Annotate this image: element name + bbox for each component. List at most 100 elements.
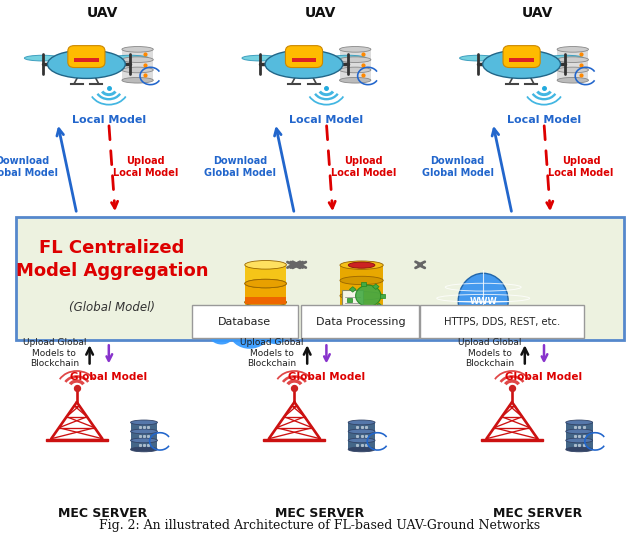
Ellipse shape (244, 261, 287, 269)
Bar (131, 431, 157, 440)
Ellipse shape (340, 261, 383, 269)
Bar (131, 440, 157, 449)
Ellipse shape (340, 67, 371, 73)
FancyBboxPatch shape (420, 305, 584, 338)
Bar (348, 297, 352, 302)
Bar (244, 265, 287, 284)
Text: Local Model: Local Model (507, 115, 581, 125)
Text: UAV: UAV (304, 6, 336, 20)
Bar (131, 423, 157, 431)
Text: Download
Global Model: Download Global Model (422, 156, 493, 178)
Bar (353, 306, 359, 311)
Ellipse shape (340, 276, 383, 285)
Text: MEC SERVER: MEC SERVER (493, 507, 582, 520)
Ellipse shape (47, 50, 125, 79)
Ellipse shape (340, 322, 383, 331)
Bar (340, 311, 383, 326)
Bar (348, 440, 375, 449)
Ellipse shape (483, 50, 561, 79)
Ellipse shape (557, 67, 588, 73)
Text: (Global Model): (Global Model) (69, 301, 155, 314)
Bar (74, 58, 99, 62)
Text: Local Model: Local Model (72, 115, 146, 125)
FancyBboxPatch shape (285, 45, 323, 67)
Bar (566, 423, 593, 431)
Bar (481, 439, 543, 441)
Ellipse shape (340, 78, 371, 83)
Bar (122, 49, 154, 60)
Bar (348, 431, 375, 440)
Bar (509, 58, 534, 62)
Ellipse shape (244, 317, 287, 325)
Text: Upload Global
Models to
Blockchain: Upload Global Models to Blockchain (458, 338, 522, 368)
Bar (566, 440, 593, 449)
Bar (348, 423, 375, 431)
Ellipse shape (131, 438, 157, 443)
Bar (122, 70, 154, 80)
Ellipse shape (557, 78, 588, 83)
Ellipse shape (122, 67, 154, 73)
Ellipse shape (340, 307, 383, 315)
Bar (46, 439, 108, 441)
Bar (566, 431, 593, 440)
Text: FL Centralized
Model Aggregation: FL Centralized Model Aggregation (16, 239, 208, 280)
Circle shape (237, 308, 262, 330)
Bar (557, 70, 589, 80)
Ellipse shape (566, 447, 593, 452)
Ellipse shape (24, 55, 61, 61)
Ellipse shape (557, 47, 588, 52)
Bar (557, 60, 589, 70)
Ellipse shape (122, 47, 154, 52)
Text: Global Model: Global Model (70, 372, 147, 382)
Text: HTTPS, DDS, REST, etc.: HTTPS, DDS, REST, etc. (444, 317, 560, 326)
FancyBboxPatch shape (342, 290, 363, 318)
Circle shape (229, 315, 270, 349)
Text: MEC SERVER: MEC SERVER (275, 507, 365, 520)
Ellipse shape (244, 298, 287, 307)
Ellipse shape (547, 55, 584, 61)
Text: Database: Database (218, 317, 271, 326)
Ellipse shape (348, 447, 375, 452)
Ellipse shape (131, 420, 157, 425)
Ellipse shape (242, 55, 278, 61)
Text: UAV: UAV (522, 6, 554, 20)
Ellipse shape (131, 447, 157, 452)
Text: Upload
Local Model: Upload Local Model (548, 156, 614, 178)
Ellipse shape (566, 429, 593, 434)
Ellipse shape (348, 420, 375, 425)
Text: Fig. 2: An illustrated Architecture of FL-based UAV-Ground Networks: Fig. 2: An illustrated Architecture of F… (99, 519, 541, 532)
Text: WWW: WWW (469, 296, 497, 305)
FancyBboxPatch shape (192, 305, 298, 338)
Bar (244, 297, 287, 304)
FancyBboxPatch shape (68, 45, 105, 67)
Ellipse shape (330, 55, 366, 61)
Bar (376, 303, 382, 309)
Bar (244, 302, 287, 321)
Circle shape (209, 323, 234, 345)
Text: Data Processing: Data Processing (316, 317, 405, 326)
Circle shape (251, 314, 279, 337)
Ellipse shape (131, 429, 157, 434)
Ellipse shape (566, 438, 593, 443)
Ellipse shape (122, 57, 154, 63)
Ellipse shape (265, 50, 343, 79)
Ellipse shape (348, 438, 375, 443)
Bar (244, 284, 287, 302)
Text: Global Model: Global Model (506, 372, 582, 382)
Ellipse shape (244, 279, 287, 288)
Bar (340, 60, 371, 70)
Bar (340, 265, 383, 280)
Ellipse shape (340, 292, 383, 300)
Text: UAV: UAV (86, 6, 118, 20)
Text: Global Model: Global Model (288, 372, 365, 382)
Ellipse shape (460, 55, 496, 61)
Ellipse shape (112, 55, 148, 61)
Bar (340, 49, 371, 60)
Bar (340, 296, 383, 311)
Text: Local Model: Local Model (289, 115, 364, 125)
Bar (292, 58, 316, 62)
Ellipse shape (557, 57, 588, 63)
Bar (349, 287, 356, 292)
Ellipse shape (244, 279, 287, 288)
Bar (264, 439, 325, 441)
